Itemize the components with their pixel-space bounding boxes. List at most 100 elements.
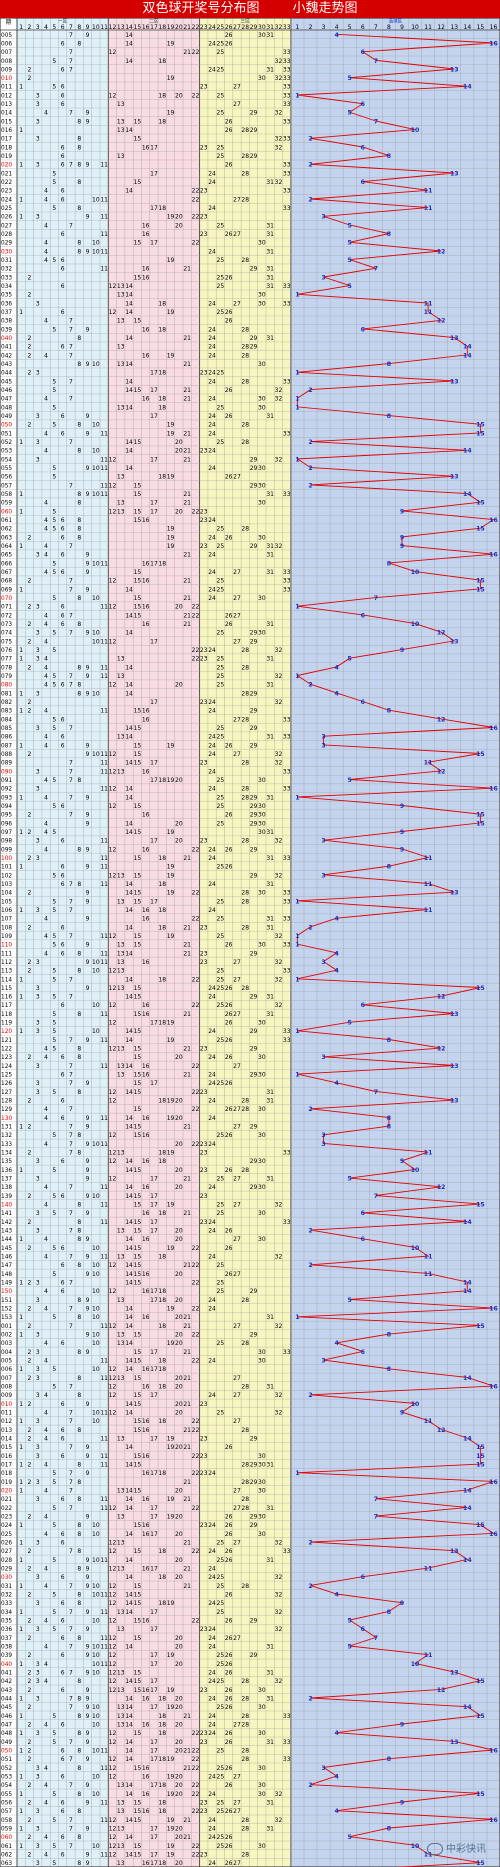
red-ball-number: 1	[19, 214, 23, 221]
red-ball-number: 30	[258, 404, 266, 411]
red-ball-number: 8	[77, 1150, 81, 1157]
red-ball-number: 7	[69, 768, 73, 775]
issue-number: 018	[1, 1471, 12, 1477]
blue-ball-number: 11	[424, 881, 433, 888]
red-ball-number: 3	[36, 456, 40, 463]
red-ball-number: 27	[233, 716, 241, 723]
red-ball-number: 24	[208, 1072, 216, 1079]
red-ball-number: 15	[134, 179, 142, 186]
red-ball-number: 28	[241, 1340, 249, 1347]
red-ball-number: 17	[150, 1825, 158, 1832]
red-ball-number: 31	[266, 552, 274, 559]
red-ball-number: 31	[266, 1384, 274, 1391]
red-ball-number: 8	[77, 1461, 81, 1468]
red-ball-number: 8	[77, 777, 81, 784]
red-column-header: 5	[52, 24, 56, 31]
red-ball-number: 26	[225, 1011, 233, 1018]
red-ball-number: 21	[183, 1496, 191, 1503]
red-ball-number: 24	[208, 1228, 216, 1235]
issue-number: 015	[1, 1445, 12, 1451]
red-ball-number: 1	[19, 543, 23, 550]
blue-ball-number: 1	[295, 933, 299, 940]
blue-ball-number: 2	[308, 682, 312, 689]
red-ball-number: 8	[77, 500, 81, 507]
issue-number: 035	[1, 293, 12, 299]
blue-ball-number: 3	[321, 872, 325, 879]
red-ball-number: 2	[28, 1513, 32, 1520]
red-ball-number: 22	[192, 1106, 200, 1113]
red-ball-number: 4	[44, 517, 48, 524]
red-ball-number: 33	[283, 283, 291, 290]
red-ball-number: 15	[134, 1843, 142, 1850]
issue-number: 042	[1, 1679, 12, 1685]
red-ball-number: 31	[266, 266, 274, 273]
red-ball-number: 15	[134, 1522, 142, 1529]
red-ball-number: 4	[44, 794, 48, 801]
red-ball-number: 4	[44, 318, 48, 325]
red-ball-number: 2	[28, 370, 32, 377]
red-ball-number: 4	[44, 240, 48, 247]
red-ball-number: 22	[192, 1063, 200, 1070]
red-ball-number: 31	[266, 1098, 274, 1105]
red-ball-number: 16	[142, 560, 150, 567]
red-ball-number: 14	[125, 361, 133, 368]
red-ball-number: 21	[183, 552, 191, 559]
issue-number: 065	[1, 553, 12, 559]
red-ball-number: 4	[44, 742, 48, 749]
red-ball-number: 6	[61, 66, 65, 73]
blue-ball-number: 5	[348, 656, 352, 663]
blue-ball-number: 5	[348, 110, 352, 117]
red-ball-number: 5	[52, 1011, 56, 1018]
blue-trend-line	[296, 33, 495, 1867]
zone-2-bg	[108, 18, 200, 1867]
red-ball-number: 8	[77, 1600, 81, 1607]
red-ball-number: 2	[28, 1851, 32, 1858]
red-ball-number: 7	[69, 1306, 73, 1313]
red-ball-number: 33	[283, 1349, 291, 1356]
red-ball-number: 24	[208, 1548, 216, 1555]
issue-number: 050	[1, 423, 12, 429]
blue-ball-number: 1	[295, 456, 299, 463]
red-ball-number: 8	[77, 1565, 81, 1572]
red-ball-number: 33	[283, 118, 291, 125]
red-ball-number: 4	[44, 734, 48, 741]
red-ball-number: 25	[217, 1652, 225, 1659]
red-ball-number: 12	[109, 1150, 117, 1157]
issue-number: 070	[1, 596, 12, 602]
red-ball-number: 33	[283, 942, 291, 949]
red-column-header: 30	[258, 24, 266, 31]
blue-ball-number: 1	[295, 396, 299, 403]
red-ball-number: 6	[61, 864, 65, 871]
red-ball-number: 18	[158, 300, 166, 307]
issue-number: 035	[1, 1618, 12, 1624]
red-ball-number: 24	[208, 742, 216, 749]
blue-ball-number: 2	[308, 1539, 312, 1546]
issue-number: 028	[1, 1558, 12, 1564]
red-ball-number: 13	[117, 1063, 125, 1070]
red-ball-number: 31	[266, 231, 274, 238]
red-ball-number: 21	[183, 266, 191, 273]
red-ball-number: 2	[28, 1617, 32, 1624]
red-ball-number: 14	[125, 404, 133, 411]
red-ball-number: 13	[117, 1297, 125, 1304]
red-ball-number: 11	[100, 664, 108, 671]
red-ball-number: 24	[208, 335, 216, 342]
red-ball-number: 21	[183, 1072, 191, 1079]
red-ball-number: 24	[208, 300, 216, 307]
column-headers: 期一区 二区 三区 蓝球区1 2 3 4 5 6 7 8 9 10 11 12 13 14 15 16 17 18 19 2…	[6, 18, 498, 31]
red-ball-number: 29	[250, 1513, 258, 1520]
red-ball-number: 8	[77, 1695, 81, 1702]
red-ball-number: 2	[28, 1799, 32, 1806]
red-ball-number: 7	[69, 1184, 73, 1191]
red-ball-number: 8	[77, 1046, 81, 1053]
red-ball-number: 17	[150, 1531, 158, 1538]
red-ball-number: 20	[175, 1739, 183, 1746]
issue-number: 011	[1, 85, 12, 91]
red-ball-number: 1	[19, 1791, 23, 1798]
red-ball-number: 6	[61, 803, 65, 810]
red-ball-number: 15	[134, 1730, 142, 1737]
red-ball-number: 14	[125, 1193, 133, 1200]
red-ball-number: 16	[142, 1115, 150, 1122]
red-ball-number: 24	[208, 344, 216, 351]
issue-number: 034	[1, 284, 12, 290]
